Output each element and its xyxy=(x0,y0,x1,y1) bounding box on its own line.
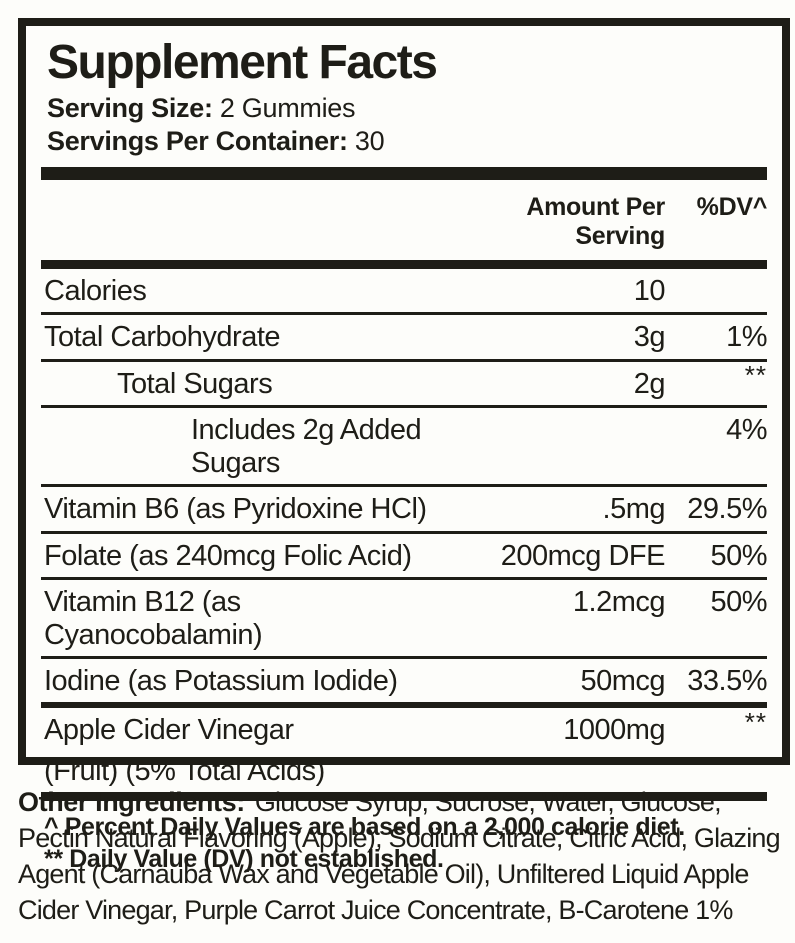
amount-per-serving-header: Amount Per Serving xyxy=(526,192,665,250)
nutrient-name-second-line: (Fruit) (5% Total Acids) xyxy=(44,754,325,787)
nutrient-dv: 33.5% xyxy=(687,665,767,697)
row-divider xyxy=(41,656,767,659)
divider-thick xyxy=(41,259,767,269)
serving-size-label: Serving Size: xyxy=(47,92,213,123)
percent-dv-header: %DV^ xyxy=(696,192,768,221)
nutrient-name: Apple Cider Vinegar xyxy=(44,714,294,747)
nutrient-dv: 4% xyxy=(726,414,767,447)
table-row: Total Carbohydrate 3g 1% xyxy=(41,315,768,358)
row-divider xyxy=(41,358,767,362)
nutrient-name: Vitamin B6 (as Pyridoxine HCl) xyxy=(44,493,427,526)
nutrient-amount: .5mg xyxy=(602,493,666,526)
nutrient-name: Iodine (as Potassium Iodide) xyxy=(44,665,398,697)
other-ingredients-label: Other Ingredients: xyxy=(18,787,245,817)
row-divider xyxy=(41,312,767,316)
nutrient-amount: 200mcg DFE xyxy=(500,539,666,572)
nutrient-amount: 1000mg xyxy=(563,714,665,747)
footnote-dv-not-established: ** Daily Value (DV) not established. xyxy=(44,845,444,874)
row-divider xyxy=(41,405,767,409)
nutrient-dv: 1% xyxy=(726,321,767,354)
row-divider xyxy=(41,702,767,709)
servings-per-container-line: Servings Per Container: 30 xyxy=(47,125,767,158)
servings-per-container-value: 30 xyxy=(354,125,385,156)
nutrient-dv: ** xyxy=(744,706,767,737)
row-divider xyxy=(41,577,767,581)
table-row: Folate (as 240mcg Folic Acid) 200mcg DFE… xyxy=(41,534,768,577)
table-row: Iodine (as Potassium Iodide) 50mcg 33.5% xyxy=(41,659,768,702)
table-row: Calories 10 xyxy=(41,269,767,312)
nutrient-dv: 29.5% xyxy=(687,493,767,526)
nutrient-amount: 2g xyxy=(633,367,666,400)
other-ingredients: Other Ingredients: Glucose Syrup, Sucrose… xyxy=(18,785,785,929)
footnote-daily-values: ^ Percent Daily Values are based on a 2,… xyxy=(44,813,685,842)
other-ingredients-text: Glucose Syrup, Sucrose, Water, Glucose, … xyxy=(18,787,781,925)
table-row: Includes 2g Added Sugars 4% xyxy=(41,408,768,484)
nutrient-name: Total Sugars xyxy=(117,367,273,400)
nutrient-amount: 10 xyxy=(633,274,666,307)
table-row: Vitamin B12 (as Cyanocobalamin) 1.2mcg 5… xyxy=(41,580,768,656)
nutrient-amount: 50mcg xyxy=(580,665,665,697)
row-divider xyxy=(41,530,767,534)
nutrient-name: Folate (as 240mcg Folic Acid) xyxy=(44,539,412,572)
serving-size-value: 2 Gummies xyxy=(219,92,356,123)
nutrient-name: Calories xyxy=(44,274,147,307)
nutrient-name: Total Carbohydrate xyxy=(44,321,281,354)
nutrient-amount: 3g xyxy=(633,321,666,354)
servings-per-container-label: Servings Per Container: xyxy=(47,125,348,156)
footnotes: ^ Percent Daily Values are based on a 2,… xyxy=(41,801,767,875)
nutrient-amount: 1.2mcg xyxy=(572,586,666,619)
table-row: Vitamin B6 (as Pyridoxine HCl) .5mg 29.5… xyxy=(41,487,768,530)
table-header-row: Amount Per Serving %DV^ xyxy=(41,180,767,260)
row-divider xyxy=(41,484,767,488)
nutrient-name: Includes 2g Added Sugars xyxy=(191,414,422,479)
nutrient-dv: 50% xyxy=(710,539,767,572)
nutrient-dv: ** xyxy=(744,360,767,391)
table-row: Apple Cider Vinegar 1000mg ** (Fruit) (5% T… xyxy=(41,706,767,792)
nutrient-name: Vitamin B12 (as Cyanocobalamin) xyxy=(44,586,263,651)
panel-title: Supplement Facts xyxy=(47,36,438,89)
divider-extra-thick xyxy=(41,166,767,180)
supplement-facts-panel: Supplement Facts Serving Size: 2 Gummies… xyxy=(18,18,790,873)
table-row: Total Sugars 2g ** xyxy=(41,360,767,405)
serving-size-line: Serving Size: 2 Gummies xyxy=(47,92,767,125)
divider-thick xyxy=(41,792,767,802)
nutrient-dv: 50% xyxy=(710,586,767,619)
nutrient-table: Calories 10 Total Carbohydrate 3g 1% Tot… xyxy=(41,269,768,793)
